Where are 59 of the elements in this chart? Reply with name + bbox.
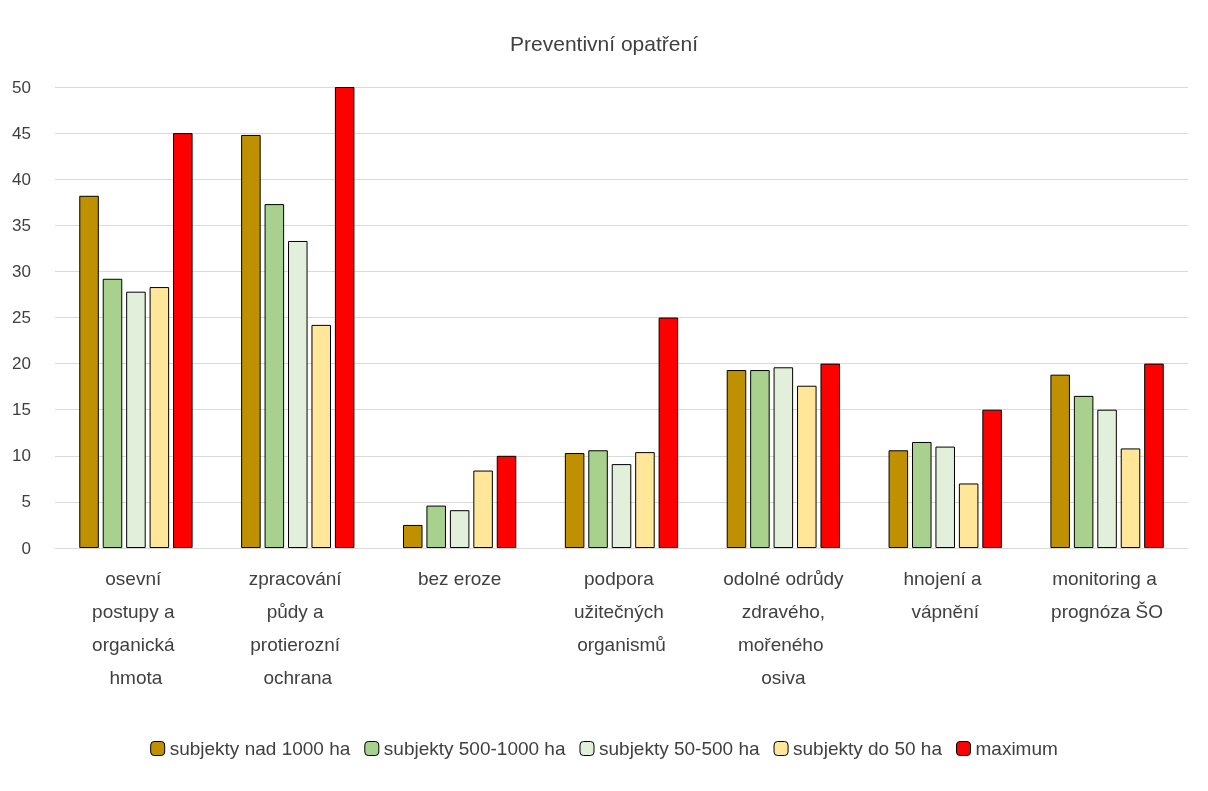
x-tick-label: hnojení a vápnění [903, 568, 987, 622]
bar [773, 367, 794, 548]
bar [658, 317, 679, 548]
x-tick-label: osevní postupy a organická hmota [92, 568, 180, 688]
y-tick-label: 25 [12, 308, 31, 327]
bar [982, 409, 1002, 548]
bar [888, 450, 909, 548]
bar [588, 450, 608, 548]
bar [473, 470, 493, 548]
bar [311, 324, 331, 548]
legend-label: subjekty 500-1000 ha [383, 738, 566, 759]
bar [402, 524, 423, 548]
bar [797, 385, 817, 548]
y-tick-label: 45 [12, 123, 31, 143]
y-tick-label: 10 [12, 446, 31, 466]
bar [426, 505, 446, 548]
bar [149, 287, 170, 548]
bar [564, 453, 585, 548]
bar [1050, 374, 1070, 548]
bar [635, 452, 655, 548]
bar [912, 441, 932, 548]
bar [1097, 409, 1117, 548]
bar [173, 133, 193, 548]
bar [1120, 448, 1141, 548]
bar [726, 370, 747, 548]
legend-label: subjekty do 50 ha [793, 738, 943, 759]
bar [820, 363, 841, 548]
y-tick-label: 40 [12, 169, 31, 189]
y-tick-label: 50 [12, 77, 31, 97]
bar [496, 455, 517, 548]
legend-label: maximum [975, 738, 1058, 759]
bar [126, 291, 146, 548]
bar [935, 446, 955, 548]
y-tick-label: 20 [12, 354, 31, 374]
x-tick-label: podpora užitečných organismů [573, 568, 670, 655]
bar [264, 204, 285, 548]
bar [1144, 363, 1164, 548]
bar [611, 464, 632, 548]
y-tick-label: 35 [12, 215, 31, 235]
bar [1073, 395, 1094, 548]
legend-label: subjekty 50-500 ha [599, 738, 760, 759]
y-tick-label: 30 [12, 261, 31, 281]
bar [958, 483, 979, 548]
x-tick-label: bez eroze [417, 568, 502, 589]
x-tick-label: odolné odrůdy zdravého, mořeného osiva [723, 568, 845, 688]
y-tick-label: 0 [21, 538, 31, 558]
bar [334, 87, 355, 548]
y-tick-label: 15 [12, 400, 31, 420]
bar [750, 370, 770, 548]
y-tick-label: 5 [21, 492, 31, 512]
bar [79, 195, 99, 548]
bar [102, 278, 123, 548]
legend-label: subjekty nad 1000 ha [169, 738, 351, 759]
bar [241, 134, 261, 548]
bar [449, 510, 470, 548]
x-tick-label: monitoring a prognóza ŠO [1051, 568, 1164, 622]
x-tick-label: zpracování půdy a protierozní ochrana [248, 568, 347, 688]
bar [288, 240, 308, 548]
chart-title: Preventivní opatření [510, 32, 699, 55]
